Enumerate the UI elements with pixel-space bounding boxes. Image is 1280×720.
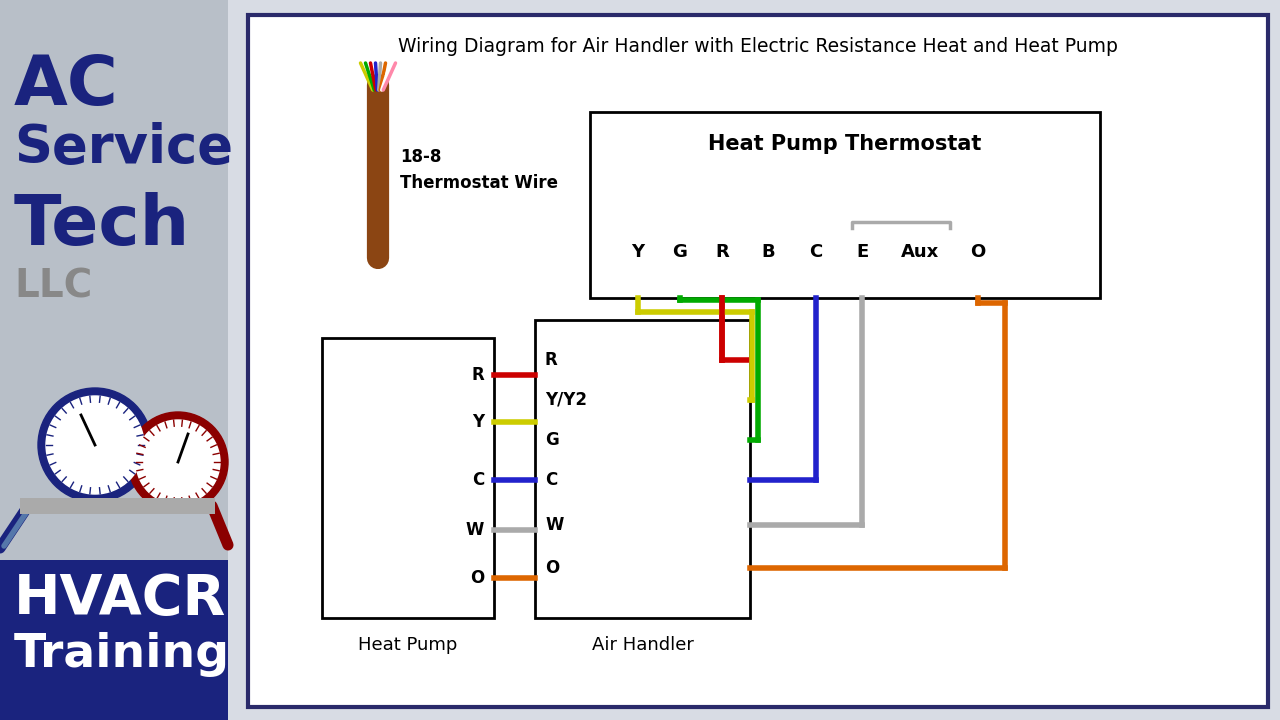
Text: C: C (809, 243, 823, 261)
Text: HVACR: HVACR (14, 572, 227, 626)
Text: G: G (672, 243, 687, 261)
Text: Y: Y (631, 243, 645, 261)
Text: B: B (762, 243, 774, 261)
Circle shape (46, 396, 143, 494)
Text: LLC: LLC (14, 268, 92, 306)
Text: O: O (545, 559, 559, 577)
Text: C: C (472, 471, 484, 489)
Text: Heat Pump: Heat Pump (358, 636, 458, 654)
Text: R: R (716, 243, 728, 261)
Circle shape (38, 388, 152, 502)
Bar (20, 498, 215, 514)
Bar (535, 320, 750, 618)
Text: Y/Y2: Y/Y2 (545, 391, 588, 409)
Bar (590, 112, 1100, 298)
Text: R: R (471, 366, 484, 384)
Text: Service: Service (14, 122, 233, 174)
Text: AC: AC (14, 52, 119, 119)
Text: Aux: Aux (901, 243, 940, 261)
Text: R: R (545, 351, 558, 369)
Text: C: C (545, 471, 557, 489)
Text: Wiring Diagram for Air Handler with Electric Resistance Heat and Heat Pump: Wiring Diagram for Air Handler with Elec… (398, 37, 1117, 56)
Bar (248, 15, 1268, 707)
Text: G: G (545, 431, 559, 449)
Bar (323, 338, 494, 618)
Text: W: W (466, 521, 484, 539)
Text: Air Handler: Air Handler (591, 636, 694, 654)
Circle shape (136, 420, 220, 504)
Bar (0, 0, 228, 560)
Text: Tech: Tech (14, 192, 191, 259)
Text: Training: Training (14, 632, 230, 677)
Circle shape (128, 412, 228, 512)
Text: O: O (470, 569, 484, 587)
Text: Heat Pump Thermostat: Heat Pump Thermostat (708, 134, 982, 154)
Text: O: O (970, 243, 986, 261)
Text: W: W (545, 516, 563, 534)
Text: 18-8
Thermostat Wire: 18-8 Thermostat Wire (399, 148, 558, 192)
Bar (0, 560, 228, 720)
Text: Y: Y (472, 413, 484, 431)
Text: E: E (856, 243, 868, 261)
